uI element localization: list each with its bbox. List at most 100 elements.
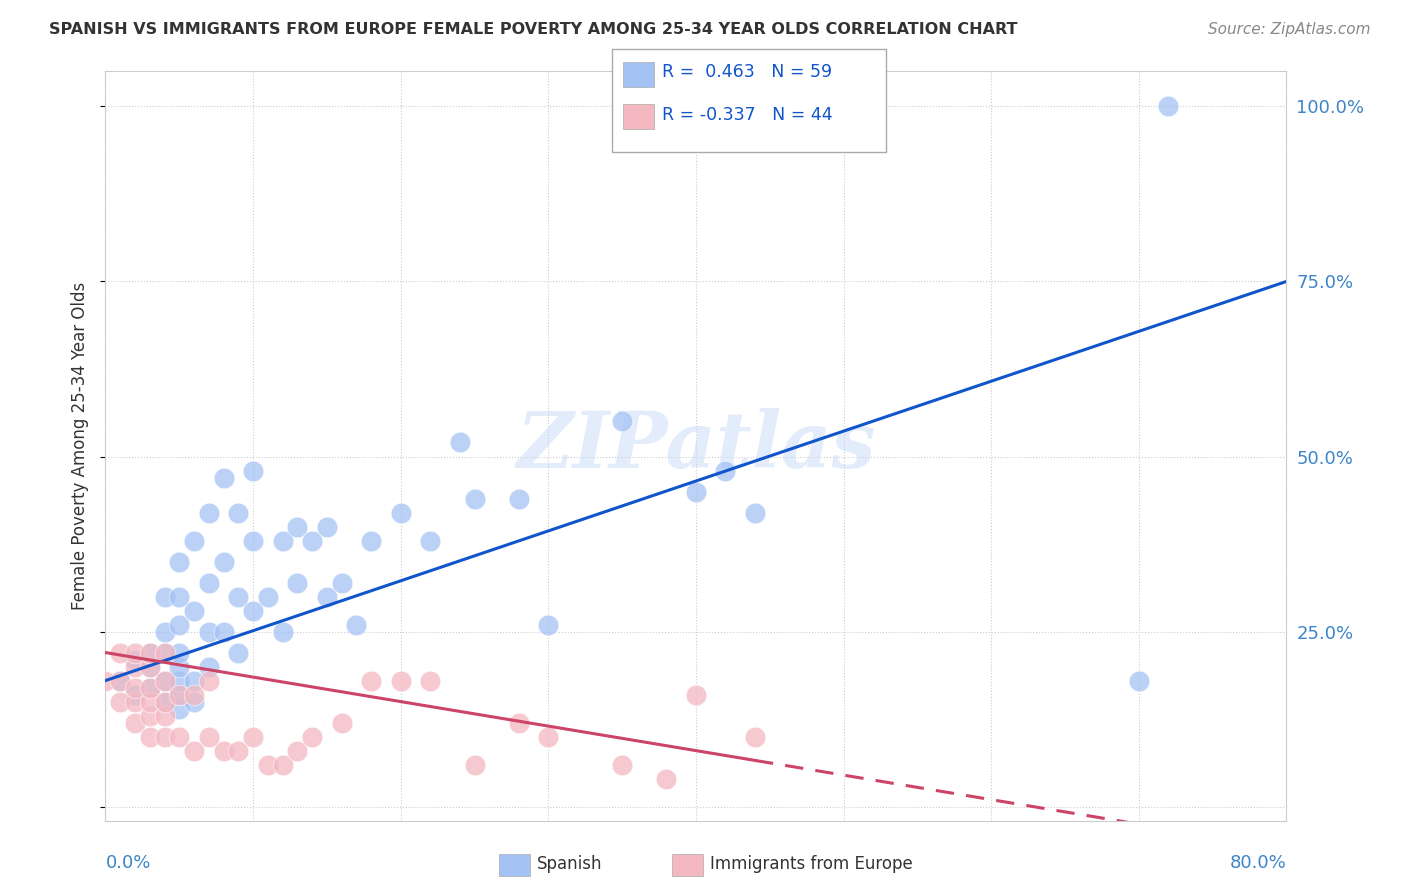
Point (197, 624, 219, 639)
Point (228, 506, 250, 520)
Point (685, 688, 707, 702)
Point (124, 681, 146, 695)
Point (94, 673, 117, 688)
Point (153, 646, 176, 660)
Point (287, 519, 309, 533)
Point (153, 590, 176, 604)
Text: Immigrants from Europe: Immigrants from Europe (710, 855, 912, 873)
Point (197, 673, 219, 688)
Text: 80.0%: 80.0% (1230, 855, 1286, 872)
Point (212, 624, 235, 639)
Point (183, 533, 205, 548)
Point (197, 730, 219, 744)
Point (212, 470, 235, 484)
Point (360, 533, 382, 548)
Y-axis label: Female Poverty Among 25-34 Year Olds: Female Poverty Among 25-34 Year Olds (72, 282, 90, 610)
Point (110, 695, 132, 709)
Point (419, 673, 441, 688)
Point (138, 646, 162, 660)
Point (124, 659, 146, 673)
Text: R =  0.463   N = 59: R = 0.463 N = 59 (662, 63, 832, 81)
Point (228, 590, 250, 604)
Point (169, 673, 191, 688)
Point (389, 506, 412, 520)
Point (287, 575, 309, 590)
Point (1157, 99, 1180, 113)
Point (183, 673, 205, 688)
Point (153, 673, 176, 688)
Point (169, 646, 191, 660)
Text: ZIPatlas: ZIPatlas (516, 408, 876, 484)
Point (183, 743, 205, 757)
Point (389, 673, 412, 688)
Point (610, 415, 633, 429)
Point (124, 688, 146, 702)
Point (153, 673, 176, 688)
Text: Spanish: Spanish (537, 855, 603, 873)
Point (228, 646, 250, 660)
Point (271, 533, 294, 548)
Point (169, 730, 191, 744)
Point (315, 519, 337, 533)
Point (537, 617, 560, 632)
Point (346, 617, 368, 632)
Point (301, 730, 323, 744)
Point (508, 715, 530, 730)
Point (330, 575, 353, 590)
Point (271, 624, 294, 639)
Point (744, 506, 766, 520)
Point (419, 533, 441, 548)
Point (228, 743, 250, 757)
Point (257, 590, 280, 604)
Point (183, 688, 205, 702)
Point (183, 695, 205, 709)
Point (138, 659, 162, 673)
Text: 0.0%: 0.0% (105, 855, 150, 872)
Point (138, 681, 162, 695)
Point (169, 659, 191, 673)
Point (242, 603, 264, 617)
Point (242, 730, 264, 744)
Text: R = -0.337   N = 44: R = -0.337 N = 44 (662, 106, 832, 124)
Point (124, 646, 146, 660)
Point (508, 491, 530, 506)
Text: Source: ZipAtlas.com: Source: ZipAtlas.com (1208, 22, 1371, 37)
Point (685, 484, 707, 499)
Point (169, 617, 191, 632)
Point (271, 757, 294, 772)
Point (110, 673, 132, 688)
Point (138, 681, 162, 695)
Point (169, 688, 191, 702)
Point (464, 757, 486, 772)
Point (153, 708, 176, 723)
Point (287, 743, 309, 757)
Point (183, 603, 205, 617)
Point (169, 555, 191, 569)
Point (242, 463, 264, 477)
Point (714, 463, 737, 477)
Point (138, 695, 162, 709)
Point (197, 506, 219, 520)
Point (257, 757, 280, 772)
Point (212, 555, 235, 569)
Point (153, 624, 176, 639)
Point (537, 730, 560, 744)
Point (138, 730, 162, 744)
Point (153, 695, 176, 709)
Point (169, 688, 191, 702)
Point (301, 533, 323, 548)
Point (197, 659, 219, 673)
Point (464, 491, 486, 506)
Point (212, 743, 235, 757)
Point (138, 708, 162, 723)
Point (315, 590, 337, 604)
Point (744, 730, 766, 744)
Point (110, 646, 132, 660)
Point (169, 701, 191, 715)
Point (138, 646, 162, 660)
Point (169, 590, 191, 604)
Point (1128, 673, 1150, 688)
Text: SPANISH VS IMMIGRANTS FROM EUROPE FEMALE POVERTY AMONG 25-34 YEAR OLDS CORRELATI: SPANISH VS IMMIGRANTS FROM EUROPE FEMALE… (49, 22, 1018, 37)
Point (153, 730, 176, 744)
Point (360, 673, 382, 688)
